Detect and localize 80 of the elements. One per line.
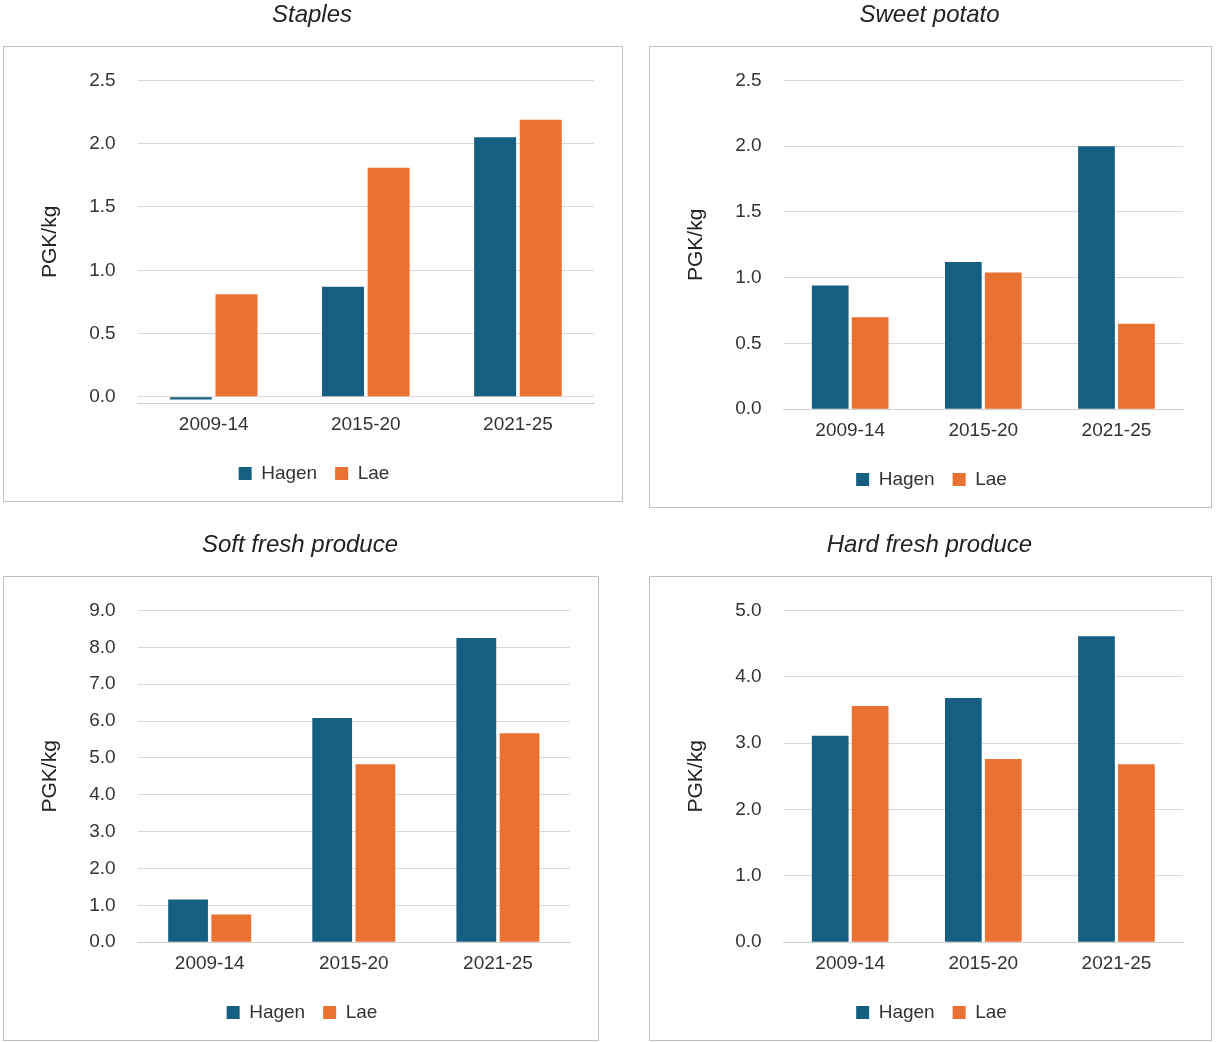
y-axis-title: PGK/kg [37, 205, 61, 278]
bar [1118, 764, 1155, 942]
bar [811, 735, 849, 942]
bar [367, 167, 410, 397]
x-tick-label: 2015-20 [318, 951, 389, 973]
legend-label: Lae [975, 467, 1007, 489]
bar [519, 119, 562, 397]
y-tick-label: 2.5 [735, 68, 762, 90]
chart-title: Hard fresh produce [825, 530, 1034, 558]
x-tick-label: 2021-25 [463, 951, 533, 973]
bar [168, 899, 208, 942]
bar [851, 317, 889, 409]
y-axis-title: PGK/kg [683, 208, 707, 281]
legend-label: Lae [345, 1000, 378, 1022]
x-tick-label: 2015-20 [330, 412, 401, 434]
y-tick-label: 5.0 [89, 746, 116, 768]
chart-title: Sweet potato [858, 0, 1001, 28]
x-tick-label: 2009-14 [178, 412, 249, 434]
bar [355, 764, 396, 942]
bar [944, 698, 982, 942]
x-tick-label: 2021-25 [1081, 418, 1152, 440]
bar [944, 261, 982, 409]
y-axis-title: PGK/kg [683, 740, 707, 813]
bar [321, 286, 364, 397]
y-tick-label: 2.0 [89, 131, 116, 153]
y-tick-label: 7.0 [89, 672, 116, 694]
y-tick-label: 1.0 [735, 265, 762, 287]
chart-title: Staples [270, 0, 354, 28]
y-tick-label: 1.5 [735, 200, 762, 222]
y-tick-label: 3.0 [89, 819, 116, 841]
bar [1118, 323, 1155, 409]
y-tick-label: 1.5 [89, 195, 116, 217]
y-tick-label: 0.0 [89, 385, 116, 407]
x-tick-label: 2021-25 [483, 412, 553, 434]
y-tick-label: 3.0 [735, 731, 762, 753]
bar [456, 638, 497, 942]
legend-label: Lae [357, 461, 390, 483]
bar [211, 914, 252, 942]
bar [169, 397, 212, 400]
bar [215, 294, 258, 397]
bar [984, 759, 1022, 942]
y-tick-label: 2.0 [735, 134, 762, 156]
x-tick-label: 2021-25 [1081, 951, 1152, 973]
y-tick-label: 2.0 [89, 856, 116, 878]
y-tick-label: 6.0 [89, 709, 116, 731]
x-tick-label: 2015-20 [948, 418, 1019, 440]
legend-label: Lae [975, 1000, 1007, 1022]
x-tick-label: 2009-14 [174, 951, 245, 973]
y-tick-label: 0.0 [735, 397, 762, 419]
y-tick-label: 5.0 [735, 598, 762, 620]
x-tick-label: 2015-20 [948, 951, 1019, 973]
bar [984, 272, 1022, 409]
legend-label: Hagen [878, 467, 935, 489]
y-tick-label: 0.0 [735, 930, 762, 952]
y-tick-label: 4.0 [735, 664, 762, 686]
y-tick-label: 2.5 [89, 68, 116, 90]
y-tick-label: 1.0 [89, 258, 116, 280]
x-tick-label: 2009-14 [815, 951, 886, 973]
bar [1078, 636, 1115, 942]
y-tick-label: 9.0 [89, 598, 116, 620]
x-tick-label: 2009-14 [815, 418, 886, 440]
bar [851, 705, 889, 942]
y-tick-label: 4.0 [89, 782, 116, 804]
y-tick-label: 8.0 [89, 635, 116, 657]
legend-label: Hagen [249, 1000, 306, 1022]
bar [499, 733, 540, 942]
legend-label: Hagen [261, 461, 318, 483]
y-tick-label: 1.0 [735, 864, 762, 886]
chart-title: Soft fresh produce [200, 530, 400, 558]
y-tick-label: 0.5 [89, 321, 116, 343]
bar [312, 718, 353, 942]
y-tick-label: 0.0 [89, 930, 116, 952]
y-tick-label: 1.0 [89, 893, 116, 915]
bar [1078, 146, 1115, 409]
legend-label: Hagen [878, 1000, 935, 1022]
bar [474, 137, 517, 397]
y-tick-label: 0.5 [735, 331, 762, 353]
y-tick-label: 2.0 [735, 797, 762, 819]
bar [811, 285, 849, 409]
y-axis-title: PGK/kg [37, 740, 61, 813]
